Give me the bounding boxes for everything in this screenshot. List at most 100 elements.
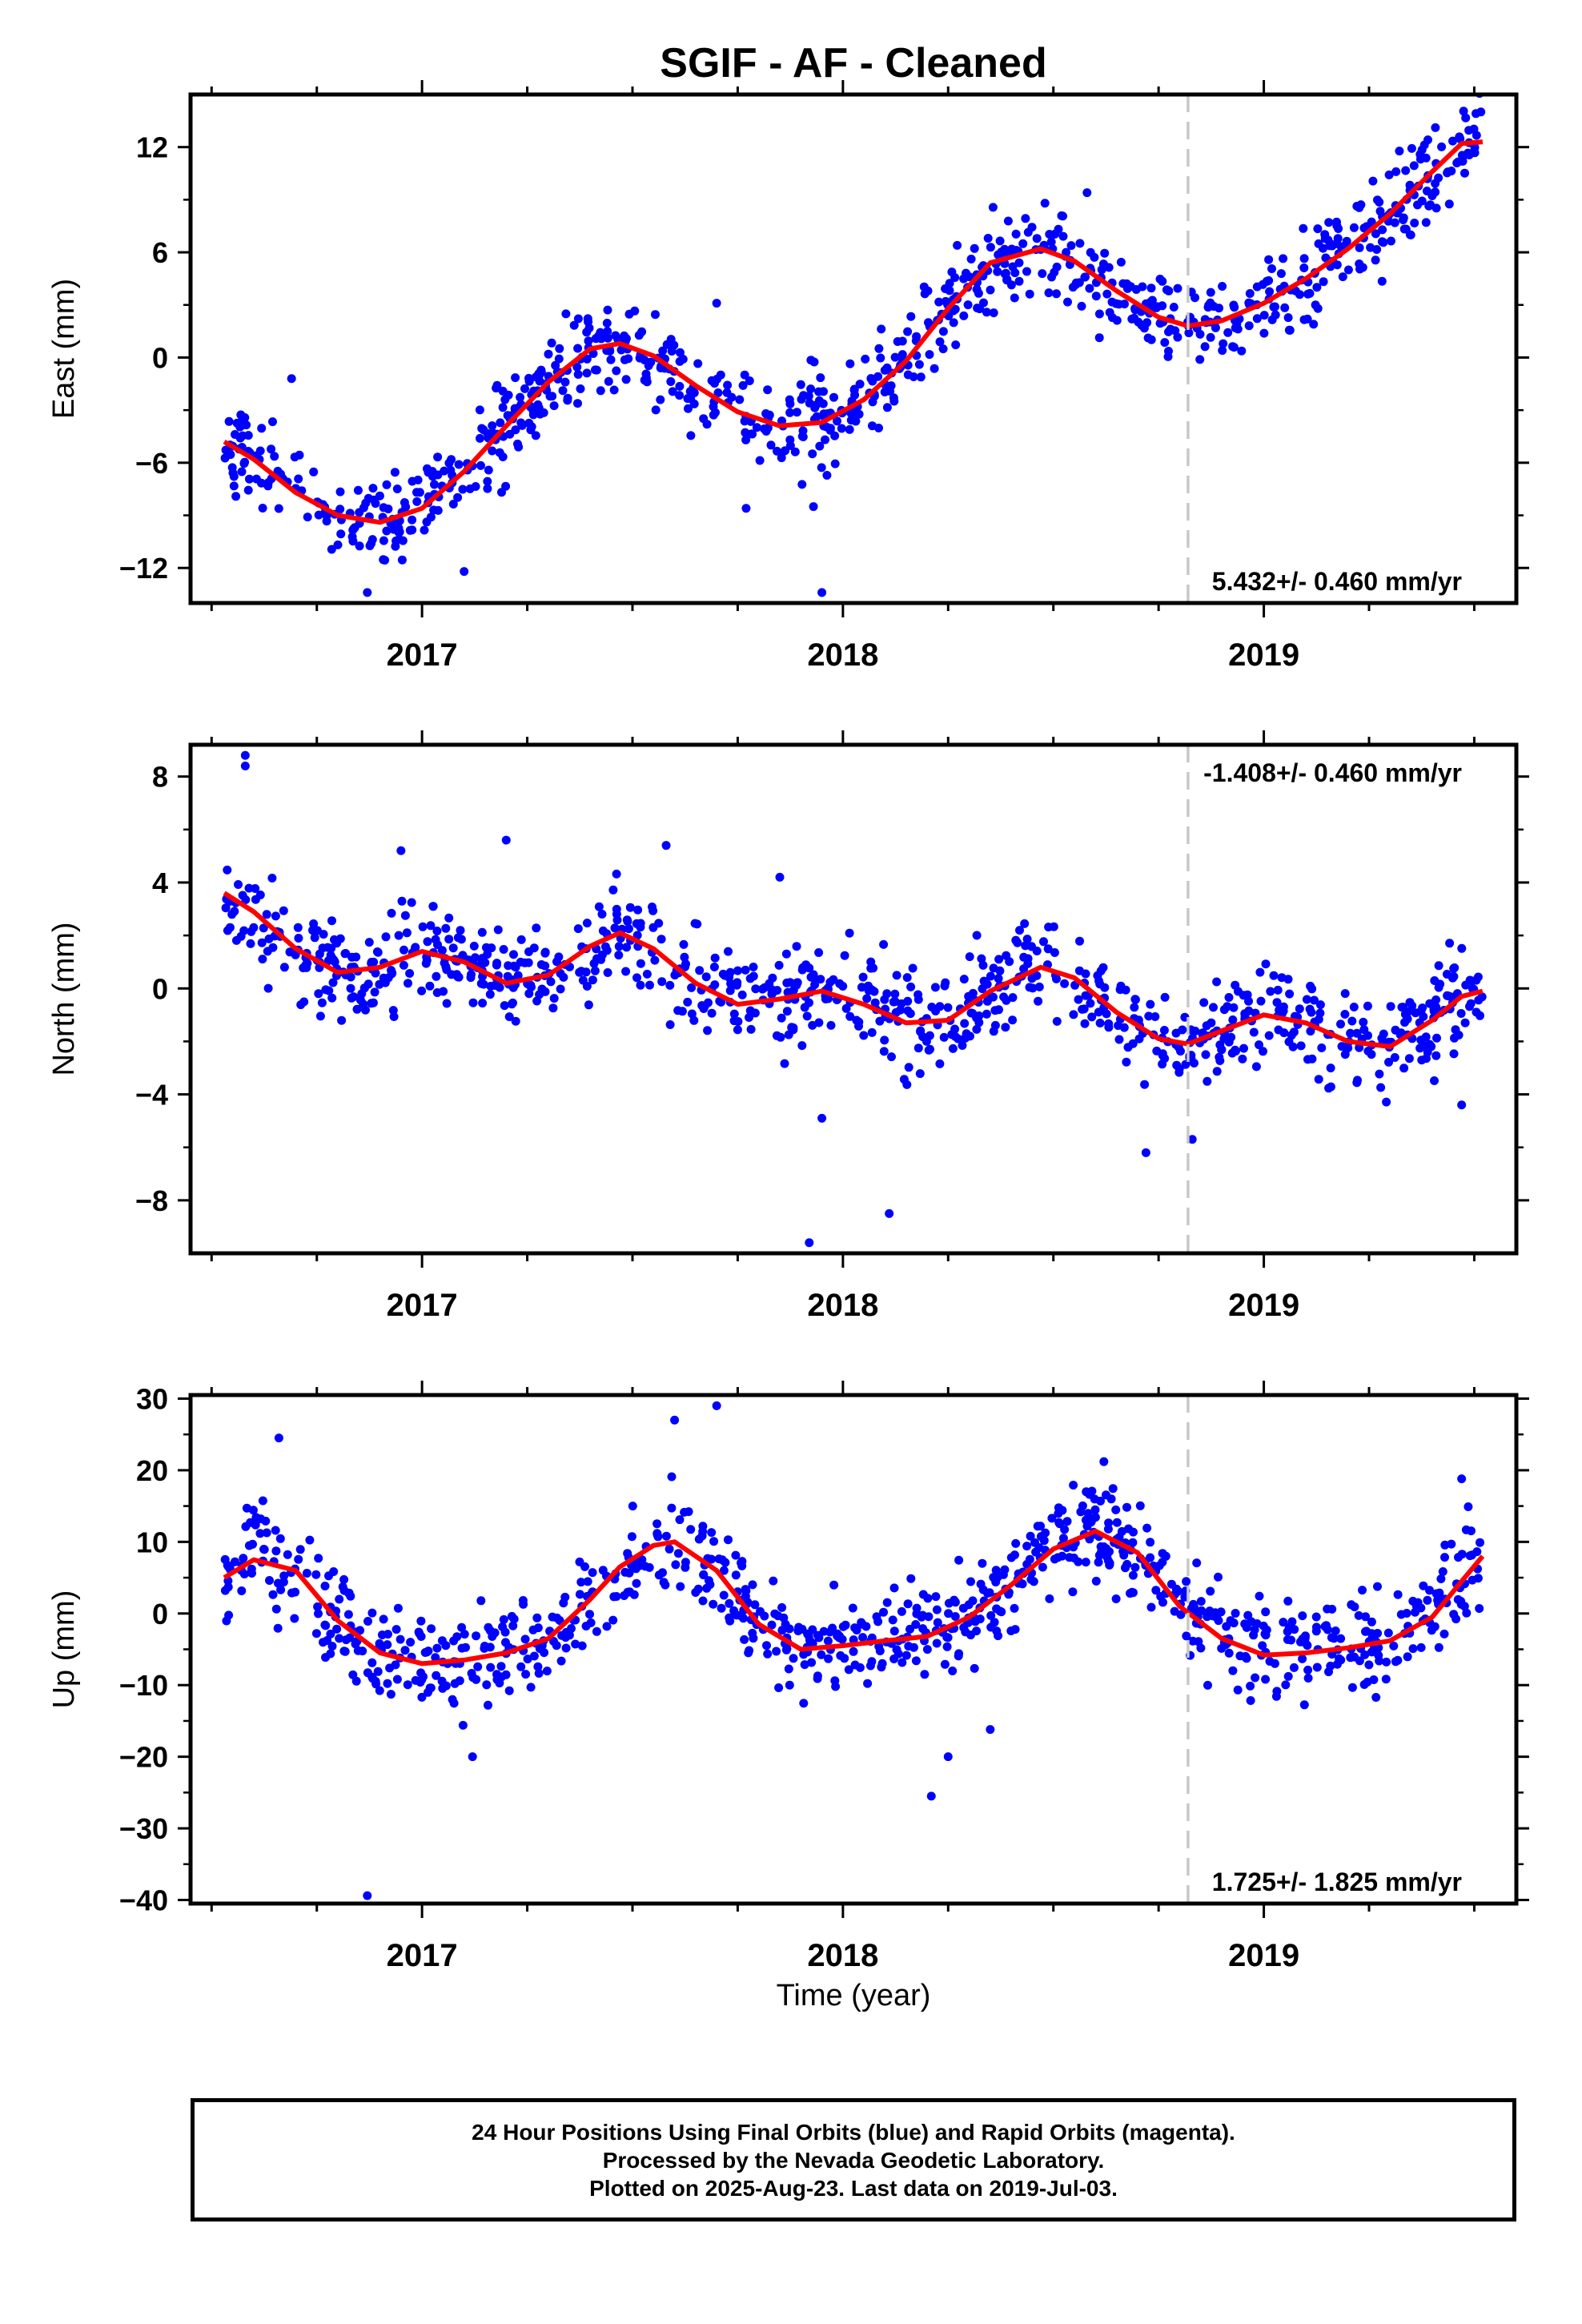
observation-point (1090, 1505, 1100, 1514)
observation-point (1389, 1641, 1399, 1651)
observation-point (902, 973, 912, 983)
observation-point (1349, 223, 1359, 232)
observation-point (1311, 1612, 1321, 1622)
observation-point (942, 1642, 952, 1651)
observation-point (422, 517, 432, 527)
observation-point (492, 380, 502, 390)
observation-point (797, 965, 807, 975)
observation-point (1419, 140, 1429, 150)
observation-point (1407, 1001, 1417, 1011)
observation-point (404, 979, 412, 988)
observation-point (526, 425, 536, 435)
observation-point (1075, 239, 1085, 248)
observation-point (503, 411, 512, 420)
observation-point (645, 980, 654, 990)
observation-point (1435, 979, 1445, 989)
observation-point (348, 525, 358, 535)
observation-point (428, 902, 438, 911)
observation-point (1104, 1019, 1114, 1028)
observation-point (784, 1030, 793, 1039)
observation-point (1320, 230, 1330, 239)
north-panel: −8 −4 0 4 8 2017 2018 2019 North (mm) -1.408+/- 0… (47, 730, 1529, 1323)
observation-point (709, 402, 718, 412)
observation-point (1184, 328, 1194, 338)
observation-point (483, 950, 492, 959)
observation-point (1331, 1626, 1340, 1635)
observation-point (852, 1626, 861, 1634)
observation-point (1393, 1655, 1403, 1665)
observation-point (1359, 1017, 1368, 1027)
observation-point (1146, 999, 1155, 1009)
observation-point (441, 1641, 451, 1651)
observation-point (724, 947, 733, 956)
observation-point (1246, 1696, 1255, 1705)
observation-point (677, 1007, 687, 1016)
observation-point (387, 966, 396, 975)
observation-point (588, 1568, 597, 1578)
observation-point (1195, 355, 1205, 364)
observation-point (397, 896, 407, 906)
observation-point (1094, 309, 1104, 319)
observation-point (582, 368, 592, 378)
observation-point (890, 997, 900, 1007)
observation-point (484, 465, 493, 475)
observation-point (476, 460, 485, 470)
observation-point (517, 420, 527, 430)
observation-point (476, 1596, 486, 1606)
observation-point (223, 926, 232, 935)
observation-point (257, 478, 266, 488)
observation-point (1086, 999, 1095, 1008)
east-panel: −12 −6 0 6 12 2017 2018 2019 East (mm) 5.432+/- 0… (47, 80, 1529, 673)
observation-point (777, 453, 786, 463)
observation-point (1106, 1494, 1116, 1504)
observation-point (610, 923, 620, 933)
observation-point (866, 374, 876, 384)
observation-point (485, 990, 495, 999)
observation-point (1303, 1674, 1313, 1683)
observation-point (430, 480, 439, 489)
observation-point (845, 359, 855, 368)
observation-point (684, 404, 693, 413)
observation-point (808, 1625, 817, 1634)
observation-point (271, 1604, 281, 1614)
observation-point (588, 975, 597, 985)
observation-point (1196, 1597, 1206, 1606)
observation-point (452, 970, 461, 979)
observation-point (1358, 263, 1367, 272)
observation-point (1102, 1544, 1111, 1554)
observation-point (1195, 329, 1205, 339)
observation-point (1266, 987, 1275, 996)
observation-point (223, 865, 232, 875)
outlier-point (396, 846, 406, 855)
observation-point (1140, 1080, 1150, 1089)
observation-point (835, 979, 845, 988)
observation-point (979, 976, 989, 986)
observation-point (585, 1610, 594, 1619)
observation-point (521, 1670, 531, 1679)
observation-point (1069, 1010, 1078, 1019)
observation-point (338, 1582, 347, 1591)
observation-point (268, 1590, 278, 1599)
observation-point (916, 372, 926, 382)
observation-point (457, 1622, 467, 1632)
observation-point (1475, 1604, 1484, 1613)
observation-point (941, 978, 950, 987)
observation-point (416, 1616, 426, 1626)
y-tick-label: 30 (136, 1382, 168, 1415)
observation-point (994, 974, 1003, 983)
observation-point (785, 408, 795, 417)
observation-point (648, 906, 658, 915)
observation-point (1302, 995, 1311, 1004)
outlier-point (240, 761, 250, 770)
observation-point (1004, 1590, 1014, 1599)
observation-point (1107, 313, 1117, 323)
observation-point (1032, 234, 1042, 243)
observation-point (807, 1658, 817, 1667)
observation-point (858, 1633, 868, 1642)
observation-point (1134, 1034, 1144, 1043)
observation-point (923, 1594, 933, 1603)
observation-point (765, 979, 774, 988)
observation-point (1371, 229, 1380, 239)
observation-point (1006, 1553, 1016, 1562)
observation-point (488, 421, 497, 431)
